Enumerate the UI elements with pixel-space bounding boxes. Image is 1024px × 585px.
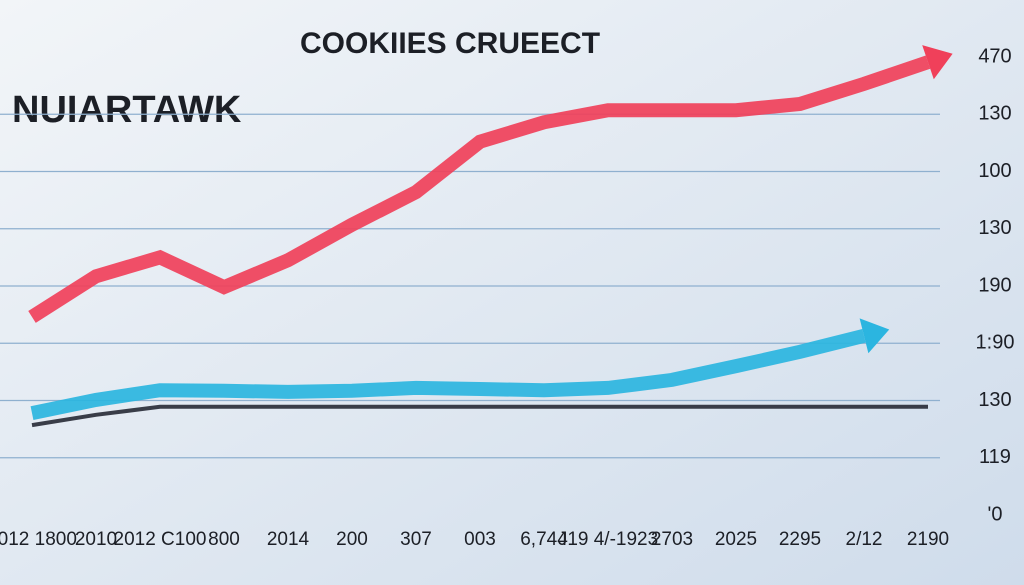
x-tick-label: 2014: [267, 529, 310, 550]
y-tick-label: '0: [988, 503, 1003, 525]
x-tick-label: 2190: [907, 529, 949, 550]
x-tick-label: 307: [400, 529, 432, 550]
line-series: [30, 329, 866, 420]
x-tick-label: 2295: [779, 529, 821, 550]
y-tick-label: 130: [978, 103, 1011, 125]
x-tick-label: 800: [208, 529, 240, 550]
x-tick-label: 003: [464, 529, 496, 550]
x-tick-label: 2012 C100: [114, 529, 207, 550]
y-tick-label: 1:90: [976, 332, 1015, 354]
x-tick-label: 6,744: [520, 529, 568, 550]
line-series: [31, 404, 928, 428]
x-tick-label: 2/12: [846, 529, 883, 550]
chart-subtitle: NUIARTAWK: [12, 89, 242, 131]
chart-title: COOKIIES CRUEECT: [300, 27, 600, 60]
x-tick-label: 200: [336, 529, 368, 550]
y-tick-label: 100: [978, 160, 1011, 182]
x-tick-label: 2703: [651, 529, 693, 550]
x-tick-label: 2012 1800: [0, 529, 77, 550]
arrow-head: [922, 45, 953, 80]
y-tick-label: 130: [978, 217, 1011, 239]
x-tick-label: J19 4/-1923: [558, 529, 658, 550]
y-tick-label: 470: [978, 45, 1011, 67]
arrow-head: [859, 318, 890, 354]
y-tick-label: 119: [979, 446, 1011, 468]
x-tick-label: 2025: [715, 529, 757, 550]
y-tick-label: 130: [978, 389, 1011, 411]
line-series: [28, 55, 931, 323]
y-tick-label: 190: [978, 274, 1011, 296]
x-tick-label: 2010: [75, 529, 117, 550]
